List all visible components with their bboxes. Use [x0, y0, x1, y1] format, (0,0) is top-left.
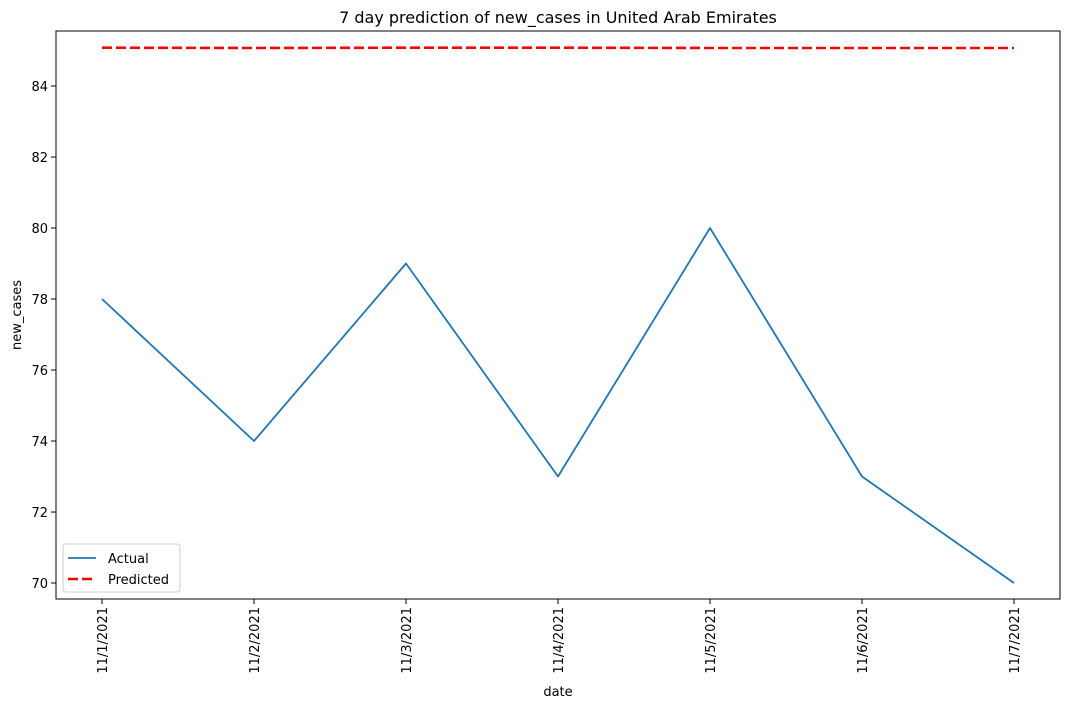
chart-title: 7 day prediction of new_cases in United … — [339, 8, 777, 28]
y-tick-label: 70 — [31, 577, 48, 592]
legend-label-predicted: Predicted — [108, 573, 169, 588]
x-tick-label: 11/7/2021 — [1008, 607, 1023, 674]
y-tick-label: 82 — [31, 151, 48, 166]
series-layer — [101, 46, 1015, 584]
legend-frame — [62, 543, 181, 593]
y-tick-label: 80 — [31, 222, 48, 237]
x-tick-label: 11/5/2021 — [704, 607, 719, 674]
y-tick-label: 76 — [31, 364, 48, 379]
series-actual-line — [101, 227, 1015, 584]
y-tick-label: 84 — [31, 80, 48, 95]
legend: Actual Predicted — [62, 543, 181, 593]
x-tick-label: 11/2/2021 — [248, 607, 263, 674]
x-tick-label: 11/4/2021 — [552, 607, 567, 674]
y-axis: 70 72 74 76 78 80 82 84 — [31, 80, 56, 592]
x-tick-label: 11/6/2021 — [856, 607, 871, 674]
y-tick-label: 78 — [31, 293, 48, 308]
y-tick-label: 72 — [31, 506, 48, 521]
y-axis-label: new_cases — [10, 280, 25, 350]
x-tick-label: 11/3/2021 — [400, 607, 415, 674]
x-axis-label: date — [543, 685, 572, 700]
x-axis: 11/1/2021 11/2/2021 11/3/2021 11/4/2021 11/5… — [96, 599, 1023, 674]
x-tick-label: 11/1/2021 — [96, 607, 111, 674]
y-tick-label: 74 — [31, 435, 48, 450]
plot-frame — [55, 30, 1061, 600]
legend-label-actual: Actual — [108, 552, 149, 567]
